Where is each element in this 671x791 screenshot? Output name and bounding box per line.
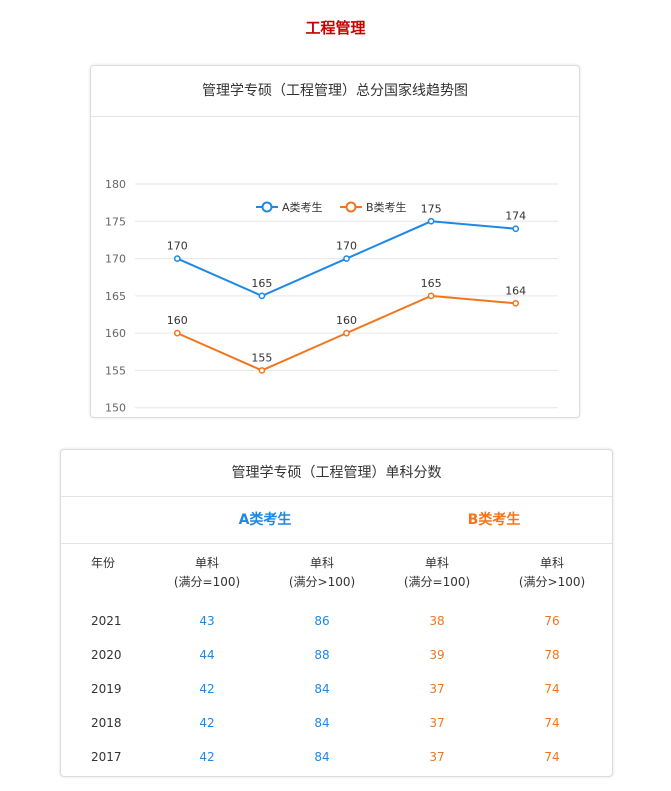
column-header-a-gt100: 单科 (满分>100) (267, 554, 377, 592)
cell-a-100: 43 (199, 614, 215, 628)
group-b-label: B类考生 (467, 512, 521, 528)
legend-label: B类考生 (366, 200, 407, 214)
data-point (427, 292, 435, 300)
table-row: 2021 43 86 38 76 (61, 604, 612, 638)
data-label: 165 (421, 277, 442, 290)
cell-b-100: 37 (429, 716, 445, 730)
column-header-text: 单科 (424, 556, 449, 570)
cell-a-100: 42 (199, 682, 215, 696)
column-header-subtext: (满分>100) (288, 575, 356, 589)
y-tick-label: 175 (105, 215, 126, 228)
cell-b-gt100: 78 (544, 648, 560, 662)
cell-b-gt100: 74 (544, 750, 560, 764)
chart-title: 管理学专硕（工程管理）总分国家线趋势图 (91, 66, 579, 117)
data-point (512, 225, 520, 233)
table-row: 2019 42 84 37 74 (61, 672, 612, 706)
cell-a-100: 42 (199, 716, 215, 730)
column-header-subtext: (满分>100) (518, 575, 586, 589)
table-body: 2021 43 86 38 76 2020 44 88 39 78 2019 4… (61, 604, 612, 774)
cell-year: 2020 (91, 648, 122, 662)
cell-b-gt100: 76 (544, 614, 560, 628)
trend-chart-card: 管理学专硕（工程管理）总分国家线趋势图 14515015516016517017… (90, 65, 580, 418)
data-label: 170 (167, 240, 188, 253)
cell-a-100: 42 (199, 750, 215, 764)
column-header-b-100: 单科 (满分=100) (382, 554, 492, 592)
cell-a-gt100: 84 (314, 716, 330, 730)
data-label: 174 (505, 210, 526, 223)
y-tick-label: 165 (105, 290, 126, 303)
y-tick-label: 155 (105, 364, 126, 377)
cell-b-100: 39 (429, 648, 445, 662)
column-header-year: 年份 (91, 556, 116, 570)
data-point (173, 329, 181, 337)
cell-year: 2018 (91, 716, 122, 730)
cell-b-gt100: 74 (544, 682, 560, 696)
data-label: 165 (251, 277, 272, 290)
line-chart: 1451501551601651701751802017201820192020… (105, 178, 558, 415)
data-point (427, 217, 435, 225)
column-header-b-gt100: 单科 (满分>100) (497, 554, 607, 592)
table-row: 2018 42 84 37 74 (61, 706, 612, 740)
cell-a-gt100: 84 (314, 682, 330, 696)
column-header-text: 单科 (539, 556, 564, 570)
data-label: 175 (421, 202, 442, 215)
table-row: 2020 44 88 39 78 (61, 638, 612, 672)
column-header-text: 单科 (194, 556, 219, 570)
y-tick-label: 160 (105, 327, 126, 340)
y-tick-label: 150 (105, 402, 126, 415)
legend-label: A类考生 (282, 200, 323, 214)
cell-year: 2021 (91, 614, 122, 628)
cell-a-100: 44 (199, 648, 215, 662)
data-point (258, 292, 266, 300)
y-tick-label: 170 (105, 253, 126, 266)
data-label: 160 (167, 314, 188, 327)
cell-a-gt100: 86 (314, 614, 330, 628)
cell-a-gt100: 84 (314, 750, 330, 764)
cell-b-gt100: 74 (544, 716, 560, 730)
data-label: 155 (251, 351, 272, 364)
cell-year: 2019 (91, 682, 122, 696)
column-header-subtext: (满分=100) (173, 575, 241, 589)
table-title: 管理学专硕（工程管理）单科分数 (61, 450, 612, 497)
data-label: 164 (505, 284, 526, 297)
legend-marker (345, 201, 357, 213)
data-point (512, 299, 520, 307)
page-title: 工程管理 (305, 19, 366, 37)
group-header-row: A类考生 B类考生 (61, 497, 612, 544)
cell-b-100: 38 (429, 614, 445, 628)
cell-b-100: 37 (429, 682, 445, 696)
cell-b-100: 37 (429, 750, 445, 764)
data-label: 170 (336, 240, 357, 253)
cell-year: 2017 (91, 750, 122, 764)
data-point (343, 329, 350, 337)
column-header-a-100: 单科 (满分=100) (152, 554, 262, 592)
column-header-text: 单科 (309, 556, 334, 570)
y-tick-label: 180 (105, 178, 126, 191)
data-point (173, 255, 181, 262)
data-label: 160 (336, 314, 357, 327)
cell-a-gt100: 88 (314, 648, 330, 662)
column-header-row: 年份 单科 (满分=100) 单科 (满分>100) 单科 (满分=100) 单… (61, 544, 612, 604)
data-point (258, 367, 266, 374)
group-a-label: A类考生 (238, 512, 292, 528)
single-subject-table-card: 管理学专硕（工程管理）单科分数 A类考生 B类考生 年份 单科 (满分=100)… (60, 449, 613, 777)
legend-marker (261, 201, 273, 213)
column-header-subtext: (满分=100) (403, 575, 471, 589)
data-point (343, 255, 350, 262)
table-row: 2017 42 84 37 74 (61, 740, 612, 774)
